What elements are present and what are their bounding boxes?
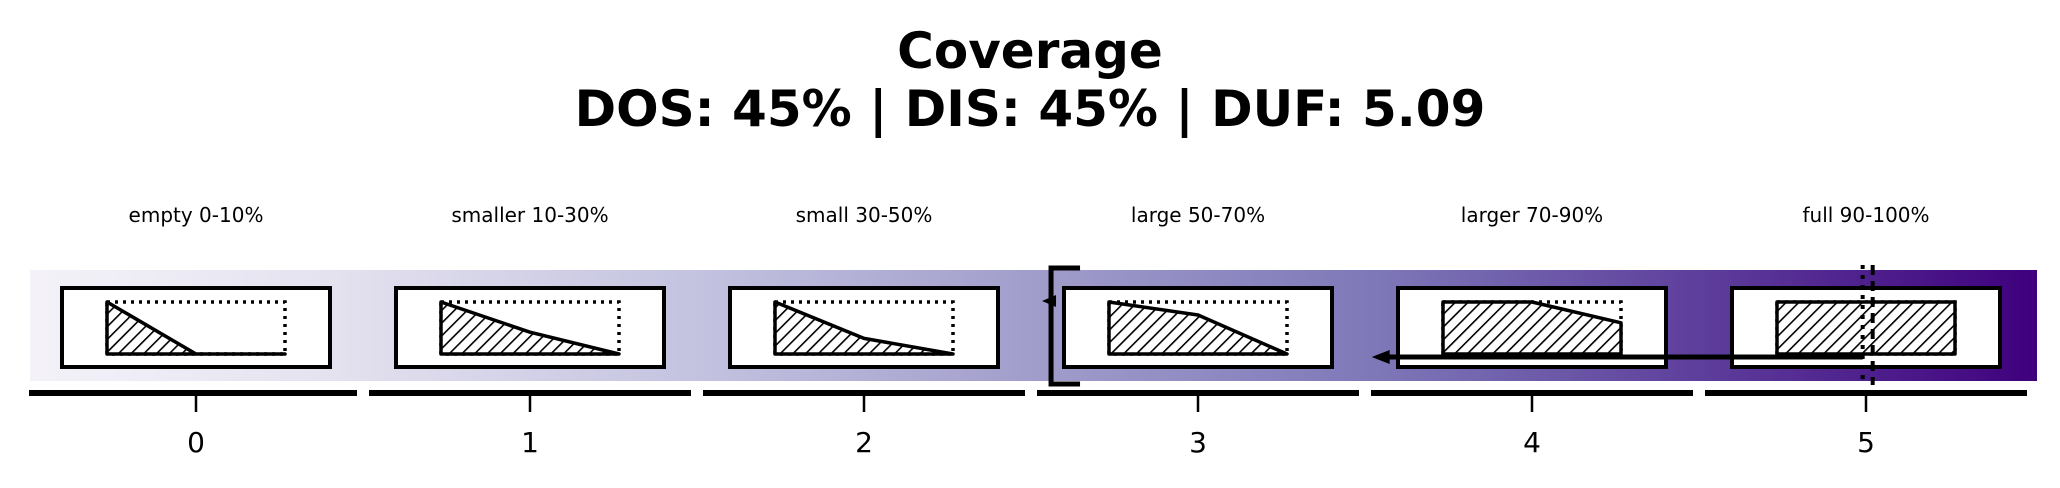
arrow-head <box>1371 350 1390 364</box>
coverage-profile <box>1441 300 1623 356</box>
category-label: full 90-100% <box>1802 203 1929 227</box>
coverage-profile <box>439 300 621 356</box>
x-tick-label: 1 <box>521 426 539 459</box>
annotation-markers <box>1042 265 1875 387</box>
chart-title: Coverage DOS: 45% | DIS: 45% | DUF: 5.09 <box>0 22 2060 138</box>
coverage-profile <box>105 300 287 356</box>
bracket-arrowhead <box>1042 295 1057 307</box>
x-tick-label: 3 <box>1189 426 1207 459</box>
category-label: smaller 10-30% <box>451 203 608 227</box>
x-tick-label: 5 <box>1857 426 1875 459</box>
category-label: large 50-70% <box>1131 203 1265 227</box>
bracket-marker <box>1048 265 1081 387</box>
coverage-profile <box>773 300 955 356</box>
category-label: small 30-50% <box>796 203 933 227</box>
colormap-band <box>30 270 2037 381</box>
coverage-profile <box>1775 300 1957 356</box>
x-tick-label: 0 <box>187 426 205 459</box>
x-axis: 0 1 2 3 4 5 <box>29 390 2027 459</box>
coverage-profile <box>1107 300 1289 356</box>
category-label: empty 0-10% <box>129 203 264 227</box>
x-tick-label: 4 <box>1523 426 1541 459</box>
chart-title-line-1: Coverage <box>897 22 1163 80</box>
category-panels: empty 0-10% smaller 10-30% small 30-50% lar… <box>60 203 2002 369</box>
x-tick-label: 2 <box>855 426 873 459</box>
chart-subtitle-metrics: DOS: 45% | DIS: 45% | DUF: 5.09 <box>574 80 1486 138</box>
category-label: larger 70-90% <box>1461 203 1603 227</box>
